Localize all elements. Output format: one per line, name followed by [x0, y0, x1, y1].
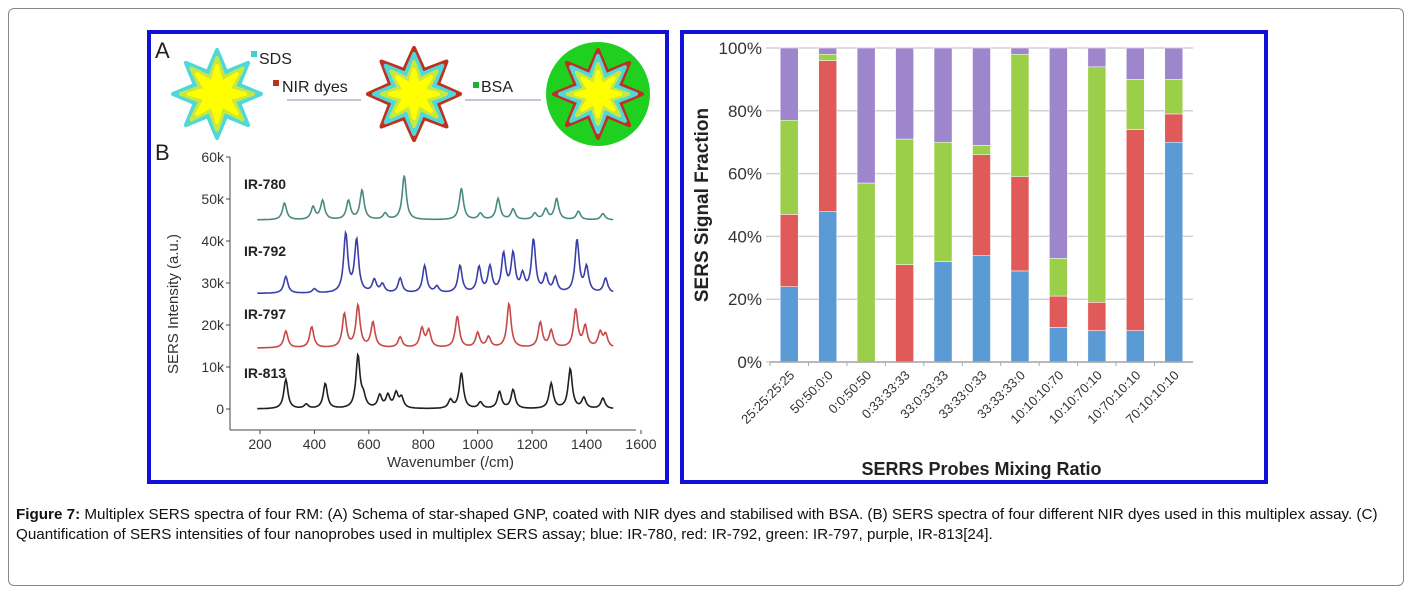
bar-segment-ir-792: [1010, 176, 1030, 272]
bar-segment-ir-797: [1087, 66, 1107, 303]
spectrum-line-ir-780: [257, 175, 614, 221]
x-tick-label: 1400: [571, 436, 602, 452]
bar-segment-ir-780: [1049, 327, 1068, 363]
x-axis-label: SERRS Probes Mixing Ratio: [861, 459, 1101, 479]
bar-segment-ir-813: [1049, 47, 1068, 259]
bar-segment-ir-797: [1010, 54, 1030, 177]
bar-segment-ir-813: [856, 47, 876, 184]
gold-core-icon: [388, 68, 440, 120]
bar-segment-ir-792: [779, 214, 799, 287]
bar-segment-ir-813: [1126, 47, 1145, 80]
bar-segment-ir-797: [818, 54, 837, 61]
bar-segment-ir-797: [856, 182, 876, 363]
nir-legend-swatch: [273, 80, 279, 86]
bar-segment-ir-792: [895, 264, 914, 363]
x-tick-label: 800: [412, 436, 436, 452]
y-tick-label: 100%: [719, 39, 762, 58]
x-axis-label: Wavenumber (/cm): [387, 454, 514, 471]
figure-caption: Figure 7: Multiplex SERS spectra of four…: [16, 505, 1401, 545]
spectrum-line-ir-797: [257, 301, 614, 349]
y-tick-label: 40k: [201, 233, 225, 249]
bar-segment-ir-797: [1126, 79, 1145, 130]
series-label: IR-792: [244, 243, 286, 259]
series-label: IR-780: [244, 176, 286, 192]
x-tick-label: 1600: [625, 436, 656, 452]
y-axis-label: SERS Signal Fraction: [692, 108, 713, 302]
caption-label: Figure 7:: [16, 506, 81, 523]
panel-label-b: B: [155, 140, 170, 165]
bar-segment-ir-780: [933, 261, 953, 363]
bar-segment-ir-792: [1126, 129, 1145, 331]
bar-segment-ir-813: [933, 47, 953, 143]
x-tick-label: 1000: [462, 436, 493, 452]
y-tick-label: 60%: [728, 165, 762, 184]
x-tick-label: 1200: [517, 436, 548, 452]
bar-segment-ir-813: [1087, 47, 1107, 68]
bar-segment-ir-780: [1126, 330, 1145, 363]
bar-segment-ir-780: [818, 211, 837, 363]
bar-segment-ir-813: [779, 47, 799, 121]
bar-segment-ir-813: [895, 47, 914, 140]
bar-segment-ir-792: [818, 60, 837, 212]
bar-segment-ir-792: [1164, 113, 1184, 143]
y-tick-label: 30k: [201, 275, 225, 291]
bar-segment-ir-780: [1087, 330, 1107, 363]
bar-segment-ir-792: [1087, 302, 1107, 331]
bar-segment-ir-780: [972, 254, 991, 363]
panel-right: 0% 20% 40% 60% 80% 100% 25:25:25:25 50:50:0:0 0:…: [680, 30, 1268, 484]
y-tick-label: 20%: [728, 290, 762, 309]
bar-segment-ir-797: [1164, 79, 1184, 115]
sds-label: SDS: [259, 51, 292, 68]
bar-segment-ir-780: [1010, 270, 1030, 363]
bar-segment-ir-813: [818, 47, 837, 55]
bar-segment-ir-780: [779, 286, 799, 363]
y-tick-label: 0: [216, 401, 224, 417]
y-tick-label: 10k: [201, 359, 225, 375]
bar-segment-ir-797: [1049, 258, 1068, 297]
spectra-chart: A SDS NIR dyes BSA B 0 10k 20k 30k 40k 50k 60k 200 40…: [155, 38, 657, 471]
x-tick-label: 25:25:25:25: [738, 368, 797, 427]
gold-core-icon: [187, 64, 247, 124]
gold-core-icon: [574, 70, 622, 118]
bsa-legend-swatch: [473, 82, 479, 88]
bar-segment-ir-797: [933, 141, 953, 262]
series-label: IR-797: [244, 306, 286, 322]
bsa-label: BSA: [481, 79, 513, 96]
spectrum-line-ir-813: [257, 352, 614, 410]
bar-segment-ir-813: [972, 47, 991, 146]
bar-segment-ir-792: [1049, 295, 1068, 328]
y-tick-label: 50k: [201, 191, 225, 207]
y-tick-label: 80%: [728, 102, 762, 121]
y-tick-label: 60k: [201, 149, 225, 165]
bar-segment-ir-780: [1164, 141, 1184, 363]
y-tick-label: 0%: [737, 353, 762, 372]
y-tick-label: 20k: [201, 317, 225, 333]
panel-left: A SDS NIR dyes BSA B 0 10k 20k 30k 40k 50k 60k 200 40…: [147, 30, 669, 484]
x-tick-label: 200: [248, 436, 272, 452]
nir-dyes-label: NIR dyes: [282, 79, 348, 96]
panel-label-a: A: [155, 38, 170, 63]
caption-text: Multiplex SERS spectra of four RM: (A) S…: [16, 506, 1378, 543]
x-tick-label: 400: [303, 436, 327, 452]
bar-segment-ir-797: [972, 145, 991, 156]
sds-legend-swatch: [251, 51, 257, 57]
y-axis-label: SERS Intensity (a.u.): [165, 234, 182, 374]
series-label: IR-813: [244, 365, 286, 381]
x-tick-label: 600: [357, 436, 381, 452]
bar-segment-ir-813: [1010, 47, 1030, 55]
bar-segment-ir-797: [779, 119, 799, 215]
stacked-bar-chart: 0%20%40%60%80%100%25:25:25:2550:50:0:00:…: [692, 39, 1193, 479]
bar-segment-ir-797: [895, 138, 914, 265]
bar-segment-ir-813: [1164, 47, 1184, 80]
spectrum-line-ir-792: [257, 229, 614, 294]
bar-segment-ir-792: [972, 154, 991, 256]
y-tick-label: 40%: [728, 227, 762, 246]
